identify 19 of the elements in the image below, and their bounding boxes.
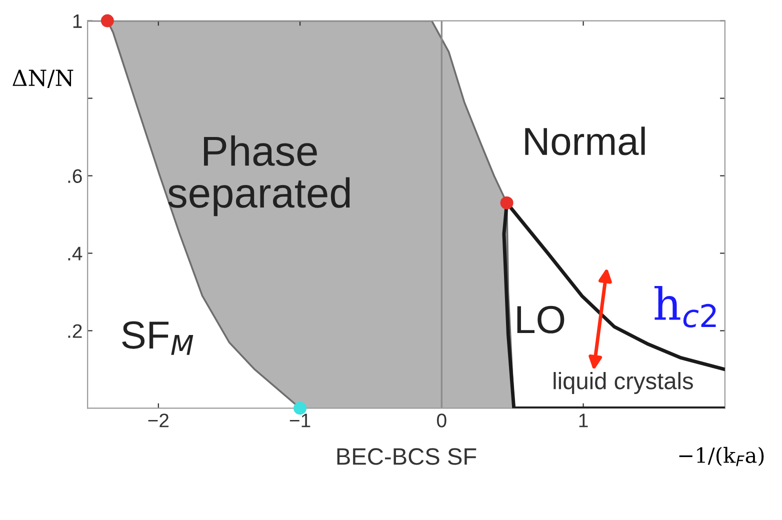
x-tick-label: 0 (437, 414, 446, 428)
annotation: h$_{c2}$ (654, 286, 716, 328)
annotation: LO (517, 306, 564, 334)
point (500, 196, 514, 210)
annotation: SF$_{M}$ (122, 321, 194, 355)
x-tick-label: 1 (579, 414, 588, 428)
annotation: Phase separated (168, 135, 350, 216)
x-axis-title: −1/(k$_{F}$a) (679, 446, 764, 466)
annotation: Normal (525, 126, 645, 156)
x-tick-label: −2 (148, 414, 169, 428)
y-axis-title: ΔN/N (12, 70, 74, 88)
y-tick-label: 1 (73, 14, 82, 28)
point (100, 14, 114, 28)
annotation: liquid crystals (554, 372, 693, 394)
y-tick-label: .6 (68, 169, 82, 183)
y-tick-label: .2 (68, 324, 82, 338)
text: BEC-BCS SF (337, 448, 476, 465)
x-tick-label: −1 (290, 414, 310, 428)
y-tick-label: .4 (68, 246, 82, 260)
